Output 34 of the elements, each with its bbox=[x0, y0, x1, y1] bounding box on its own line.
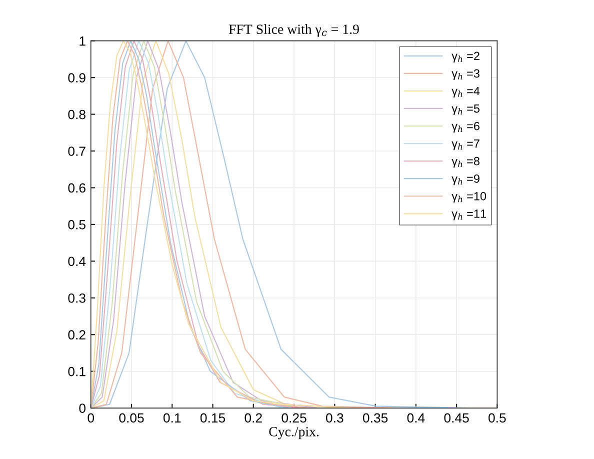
legend-label: γ$_{h}$ =8 bbox=[452, 156, 480, 168]
x-axis-title: Cyc./pix. bbox=[269, 427, 319, 440]
y-tick-label: 1 bbox=[80, 36, 86, 46]
legend-label: γ$_{h}$ =5 bbox=[452, 104, 480, 116]
x-tick-label: 0.15 bbox=[200, 413, 226, 423]
y-tick-label: 0.9 bbox=[68, 73, 86, 82]
y-tick-label: 0.7 bbox=[68, 146, 86, 156]
x-tick-label: 0.4 bbox=[407, 413, 425, 423]
y-tick-label: 0.5 bbox=[68, 220, 86, 230]
legend-label: γ$_{h}$ =3 bbox=[452, 69, 480, 80]
legend-label: γ$_{h}$ =2 bbox=[452, 52, 480, 62]
legend-label: γ$_{h}$ =9 bbox=[452, 174, 480, 186]
x-tick-label: 0.05 bbox=[119, 413, 144, 423]
y-tick-label: 0.3 bbox=[68, 293, 86, 303]
x-tick-label: 0.2 bbox=[244, 413, 262, 423]
chart-title: FFT Slice with γ$_{c}$ = 1.9 bbox=[228, 24, 359, 37]
y-tick-label: 0.1 bbox=[68, 366, 86, 376]
y-tick-label: 0.6 bbox=[68, 183, 86, 193]
y-tick-label: 0 bbox=[79, 404, 86, 413]
x-tick-label: 0.25 bbox=[282, 413, 306, 423]
y-tick-label: 0.2 bbox=[68, 330, 86, 340]
x-tick-label: 0.45 bbox=[444, 413, 469, 423]
legend-label: γ$_{h}$ =6 bbox=[452, 122, 480, 133]
legend-label: γ$_{h}$ =11 bbox=[452, 210, 486, 220]
legend-label: γ$_{h}$ =4 bbox=[452, 86, 480, 98]
y-tick-label: 0.4 bbox=[68, 256, 86, 266]
legend-label: γ$_{h}$ =10 bbox=[452, 192, 486, 203]
x-tick-label: 0 bbox=[88, 413, 94, 423]
x-tick-label: 0.5 bbox=[488, 413, 506, 423]
x-tick-label: 0.1 bbox=[163, 413, 181, 423]
y-tick-label: 0.8 bbox=[68, 110, 86, 120]
x-tick-label: 0.3 bbox=[326, 413, 344, 423]
x-tick-label: 0.35 bbox=[362, 413, 388, 423]
legend-label: γ$_{h}$ =7 bbox=[452, 140, 480, 150]
